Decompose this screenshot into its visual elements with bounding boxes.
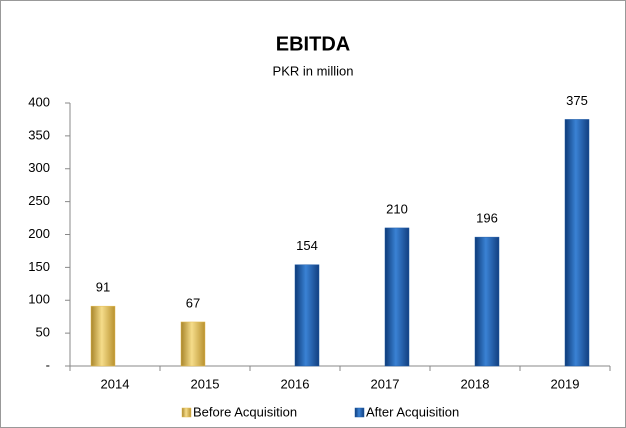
bar xyxy=(384,227,410,367)
x-tick-label: 2019 xyxy=(551,376,580,391)
y-tick-label: 200 xyxy=(28,226,50,241)
data-label: 67 xyxy=(186,295,200,310)
x-tick-label: 2015 xyxy=(191,376,220,391)
y-tick-label: 150 xyxy=(28,259,50,274)
y-tick-label: 100 xyxy=(28,292,50,307)
chart-subtitle: PKR in million xyxy=(273,63,354,78)
data-label: 210 xyxy=(386,201,408,216)
x-tick-label: 2017 xyxy=(371,376,400,391)
legend-swatch xyxy=(354,407,365,418)
x-tick-label: 2018 xyxy=(461,376,490,391)
y-tick-label: - xyxy=(46,357,50,372)
y-tick-label: 50 xyxy=(36,325,50,340)
bar xyxy=(294,264,320,367)
bar xyxy=(180,321,206,367)
data-label: 375 xyxy=(566,93,588,108)
chart-title: EBITDA xyxy=(276,33,350,55)
y-tick-label: 400 xyxy=(28,94,50,109)
data-label: 154 xyxy=(296,238,318,253)
y-tick-label: 350 xyxy=(28,127,50,142)
legend-swatch xyxy=(181,407,192,418)
y-tick-label: 300 xyxy=(28,160,50,175)
x-tick-label: 2014 xyxy=(101,376,130,391)
y-tick-label: 250 xyxy=(28,193,50,208)
bar xyxy=(90,305,116,367)
bar xyxy=(474,236,500,367)
x-tick-label: 2016 xyxy=(281,376,310,391)
bar xyxy=(564,119,590,367)
legend-label: After Acquisition xyxy=(366,404,459,419)
data-label: 196 xyxy=(476,211,498,226)
data-label: 91 xyxy=(96,280,110,295)
legend-label: Before Acquisition xyxy=(193,404,297,419)
